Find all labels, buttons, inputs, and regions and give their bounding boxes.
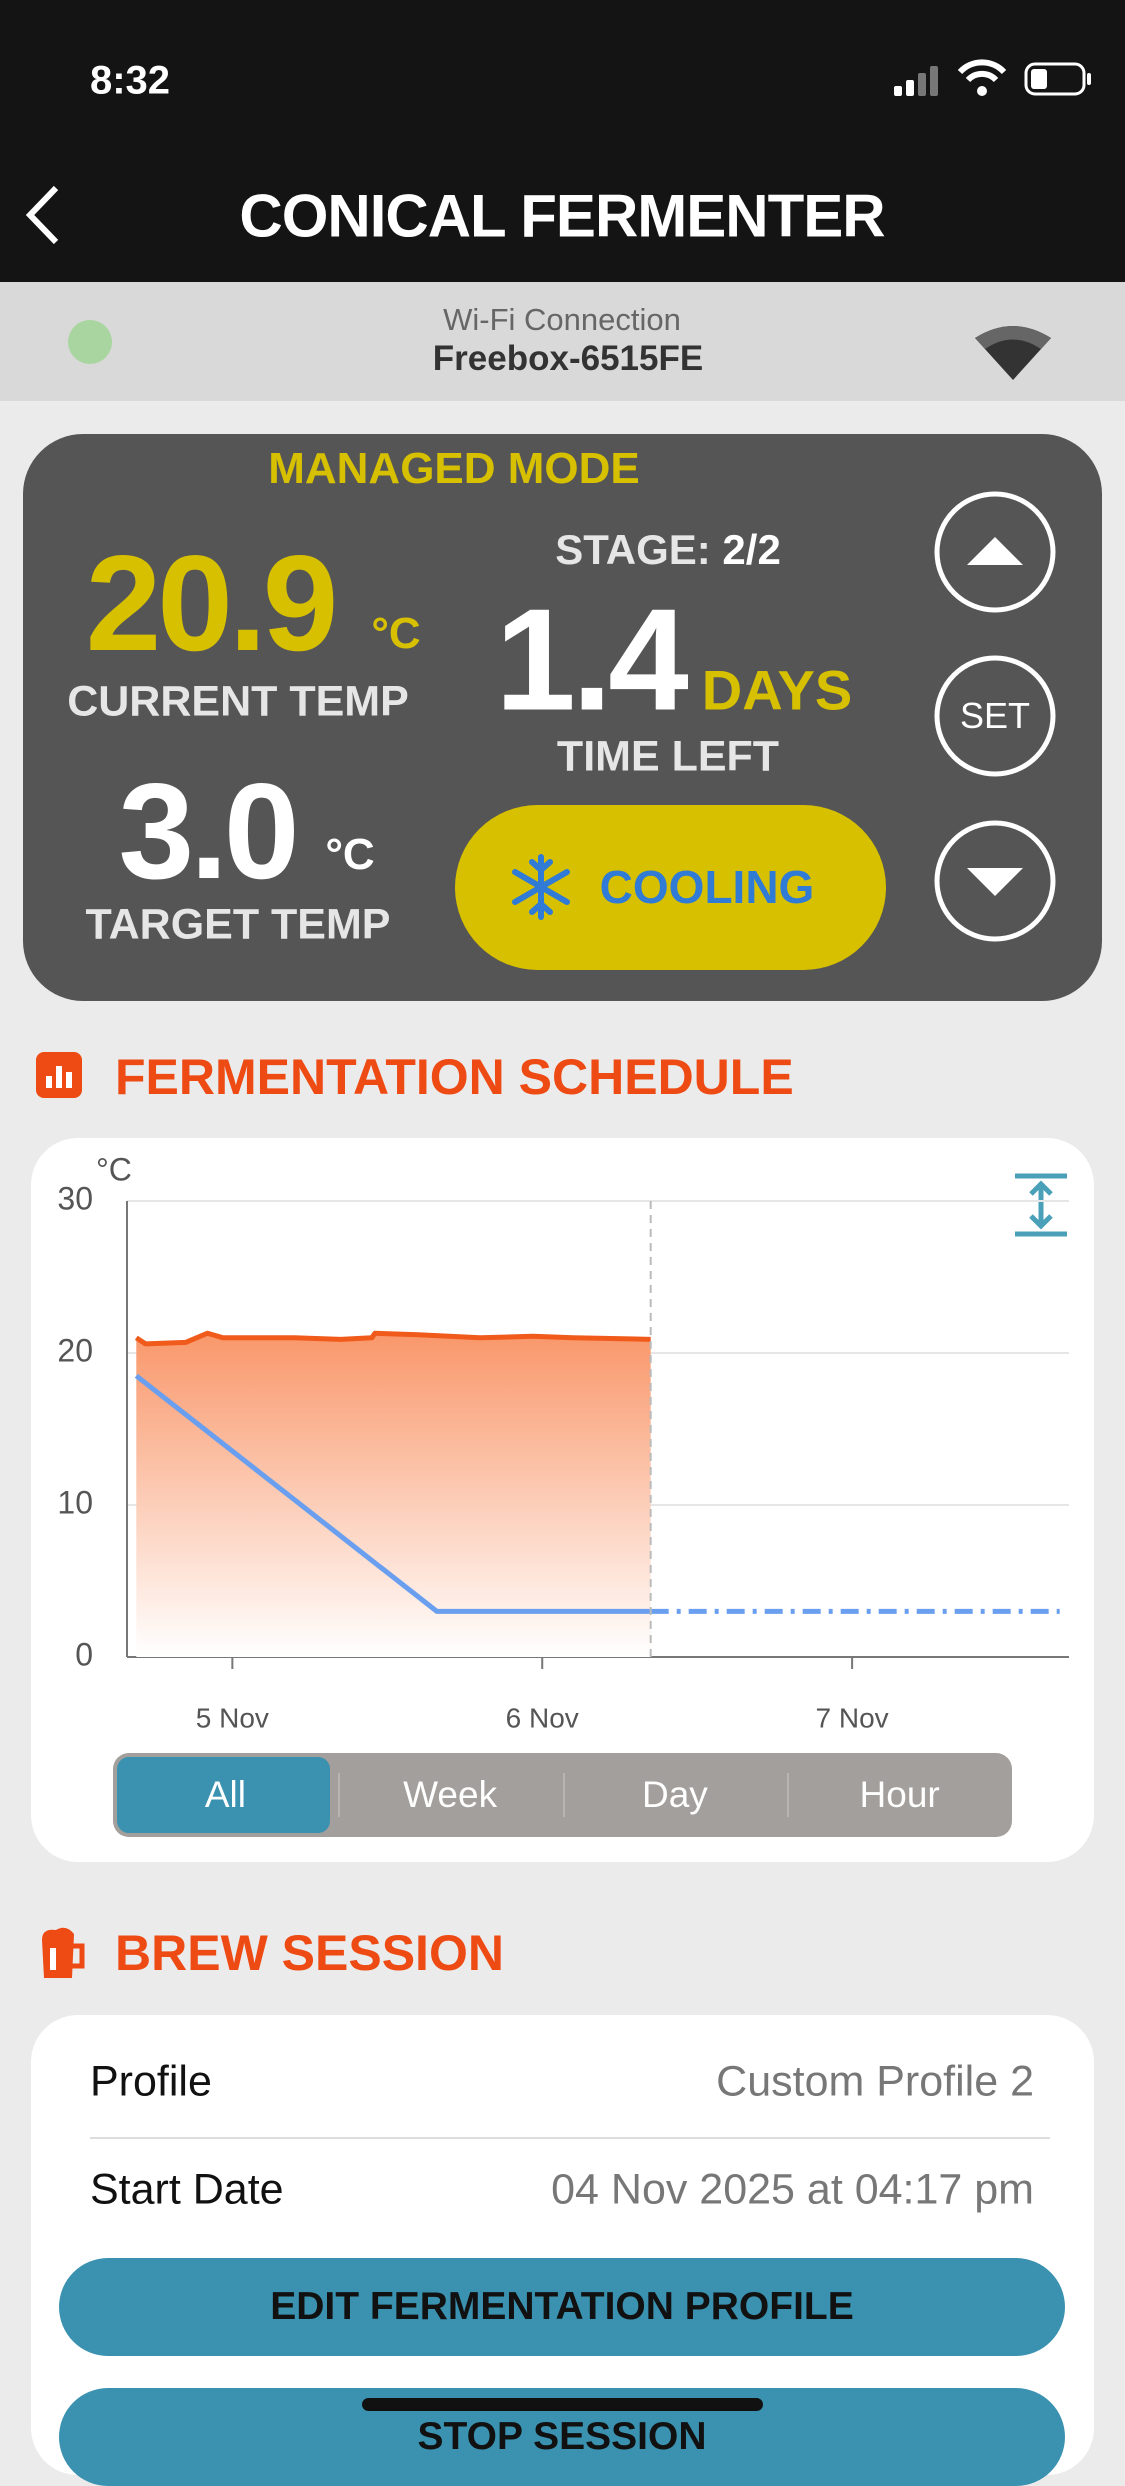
expand-icon[interactable]: [1015, 1173, 1067, 1237]
separator: [787, 1773, 790, 1817]
row-value: 04 Nov 2025 at 04:17 pm: [551, 2165, 1034, 2214]
range-selector: All Week Day Hour: [113, 1753, 1012, 1837]
wifi-bar: [0, 282, 1125, 401]
target-unit: °C: [325, 830, 375, 879]
up-button[interactable]: [934, 491, 1056, 613]
edit-profile-label[interactable]: EDIT FERMENTATION PROFILE: [270, 2285, 854, 2328]
stage-value: 2/2: [722, 526, 781, 573]
status-pill: [455, 805, 886, 970]
top-bar: [0, 0, 1125, 282]
status-label: COOLING: [599, 861, 815, 913]
series-line: [134, 1330, 651, 1347]
control-buttons: [934, 491, 1056, 942]
target-label: TARGET TEMP: [85, 900, 391, 949]
back-button[interactable]: [20, 180, 70, 250]
time-left: 1.4: [495, 578, 689, 741]
set-button[interactable]: [934, 655, 1056, 777]
mode-label: MANAGED MODE: [268, 444, 640, 493]
schedule-icon: [36, 1052, 82, 1098]
wifi-network: Freebox-6515FE: [432, 339, 704, 378]
y-tick-label: 0: [75, 1636, 93, 1672]
session-icon: [42, 1927, 85, 1978]
x-tick-label: 5 Nov: [196, 1702, 269, 1733]
connection-dot: [68, 320, 112, 364]
range-option[interactable]: Week: [403, 1774, 498, 1815]
current-label: CURRENT TEMP: [67, 677, 409, 726]
y-tick-label: 20: [57, 1332, 93, 1368]
range-option[interactable]: All: [204, 1774, 246, 1815]
divider: [90, 2137, 1050, 2139]
separator: [337, 1773, 340, 1817]
row-label: Start Date: [90, 2165, 284, 2214]
time-unit: DAYS: [701, 658, 853, 722]
y-tick-label: 10: [57, 1484, 93, 1520]
time-label: TIME LEFT: [556, 732, 780, 781]
row-value: Custom Profile 2: [716, 2057, 1034, 2106]
schedule-title: FERMENTATION SCHEDULE: [115, 1049, 794, 1105]
target-temp: 3.0: [118, 755, 299, 907]
y-unit: °C: [96, 1151, 132, 1187]
chart: 0 10 20 30°C 5 Nov 6 Nov 7 Nov: [57, 1151, 1069, 1733]
down-button[interactable]: [934, 820, 1056, 942]
current-unit: °C: [371, 609, 421, 658]
range-selected: [117, 1757, 330, 1833]
series-line: [134, 1373, 651, 1614]
stage: STAGE: 2/2: [555, 526, 781, 574]
stop-session-label[interactable]: STOP SESSION: [417, 2415, 707, 2458]
status-icons: [894, 59, 1091, 96]
x-tick-label: 6 Nov: [506, 1702, 579, 1733]
current-temp: 20.9: [85, 527, 339, 679]
row-label: Profile: [90, 2057, 212, 2106]
snowflake-icon: [512, 854, 570, 920]
y-tick-label: 30: [57, 1180, 93, 1216]
session-title: BREW SESSION: [115, 1925, 504, 1981]
set-label[interactable]: SET: [959, 695, 1031, 736]
edit-profile-button[interactable]: [59, 2258, 1065, 2356]
x-tick-label: 7 Nov: [816, 1702, 889, 1733]
range-option[interactable]: Hour: [859, 1774, 940, 1815]
area-fill: [136, 1333, 651, 1657]
separator: [562, 1773, 565, 1817]
status-time: 8:32: [89, 58, 171, 103]
header-title: CONICAL FERMENTER: [239, 182, 885, 250]
wifi-label: Wi-Fi Connection: [443, 302, 681, 337]
range-option[interactable]: Day: [641, 1774, 708, 1815]
stage-label: STAGE:: [555, 526, 711, 573]
wifi-icon: [975, 326, 1051, 380]
home-indicator: [362, 2398, 763, 2411]
